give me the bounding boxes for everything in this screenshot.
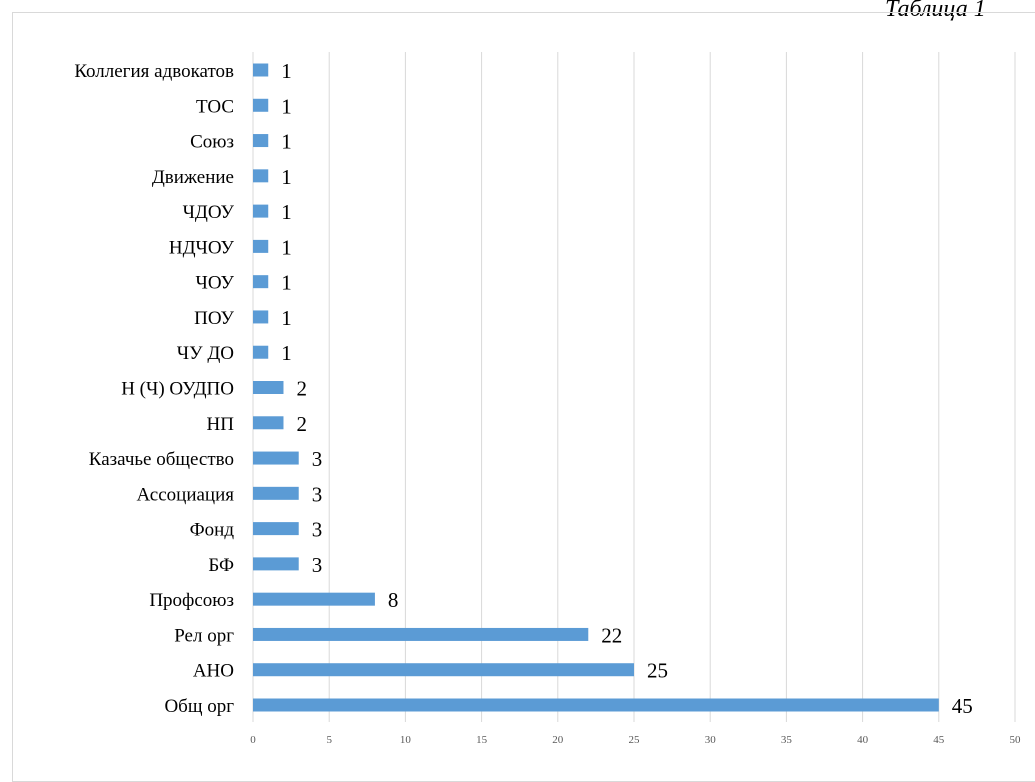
category-label: Общ орг	[164, 696, 234, 717]
data-label: 45	[952, 694, 973, 718]
category-label: Ассоциация	[137, 484, 235, 505]
bar	[253, 557, 299, 571]
bar	[253, 592, 375, 606]
x-axis-ticks: 0 5 10 15 20 25 30 35 40 45 50	[250, 734, 1021, 746]
x-tick-label: 25	[629, 734, 641, 746]
x-tick-label: 35	[781, 734, 793, 746]
data-label: 3	[312, 482, 323, 506]
bars	[253, 63, 939, 712]
data-label: 1	[281, 59, 292, 83]
bar	[253, 416, 284, 430]
bar	[253, 345, 269, 359]
x-tick-label: 45	[933, 734, 945, 746]
category-label: НП	[207, 414, 235, 435]
category-label: Союз	[190, 132, 234, 153]
x-tick-label: 30	[705, 734, 717, 746]
data-label: 1	[281, 94, 292, 118]
data-label: 1	[281, 306, 292, 330]
x-tick-label: 5	[326, 734, 332, 746]
category-label: ТОС	[196, 96, 234, 117]
data-label: 8	[388, 588, 399, 612]
data-label: 1	[281, 200, 292, 224]
bar	[253, 98, 269, 112]
x-tick-label: 40	[857, 734, 869, 746]
category-label: ПОУ	[194, 308, 234, 329]
data-label: 3	[312, 553, 323, 577]
data-label: 1	[281, 130, 292, 154]
data-label: 3	[312, 447, 323, 471]
data-label: 1	[281, 165, 292, 189]
category-label: Казачье общество	[89, 449, 234, 470]
table-caption: Таблица 1	[885, 0, 986, 22]
category-label: Профсоюз	[149, 590, 234, 611]
data-label: 1	[281, 235, 292, 259]
category-label: ЧУ ДО	[177, 343, 234, 364]
category-label: ЧДОУ	[183, 202, 235, 223]
category-labels: Коллегия адвокатов ТОС Союз Движение ЧДОУ НДЧ…	[74, 61, 234, 717]
bar	[253, 239, 269, 253]
bar	[253, 451, 299, 465]
category-label: БФ	[208, 555, 234, 576]
category-label: ЧОУ	[196, 273, 235, 294]
x-tick-label: 15	[476, 734, 488, 746]
bar	[253, 627, 589, 641]
category-label: Фонд	[190, 520, 235, 541]
x-tick-label: 10	[400, 734, 412, 746]
bar	[253, 486, 299, 500]
category-label: Рел орг	[174, 625, 234, 646]
category-label: НДЧОУ	[169, 237, 235, 258]
category-label: Н (Ч) ОУДПО	[121, 379, 234, 400]
bar	[253, 204, 269, 218]
bar	[253, 275, 269, 289]
x-tick-label: 0	[250, 734, 256, 746]
x-tick-label: 20	[552, 734, 564, 746]
data-label: 22	[601, 623, 622, 647]
data-label: 3	[312, 518, 323, 542]
bar	[253, 522, 299, 536]
gridlines	[252, 52, 1016, 722]
x-tick-label: 50	[1010, 734, 1022, 746]
bar	[253, 663, 634, 677]
bar	[253, 63, 269, 77]
category-label: АНО	[193, 661, 234, 682]
data-label: 2	[296, 377, 307, 401]
data-label: 25	[647, 659, 668, 683]
data-label: 2	[296, 412, 307, 436]
bar	[253, 169, 269, 183]
bar	[253, 381, 284, 394]
data-label: 1	[281, 341, 292, 365]
category-label: Коллегия адвокатов	[74, 61, 234, 82]
data-label: 1	[281, 271, 292, 295]
category-label: Движение	[152, 167, 234, 188]
bar	[253, 698, 939, 712]
bar	[253, 310, 269, 324]
bar	[253, 134, 269, 148]
